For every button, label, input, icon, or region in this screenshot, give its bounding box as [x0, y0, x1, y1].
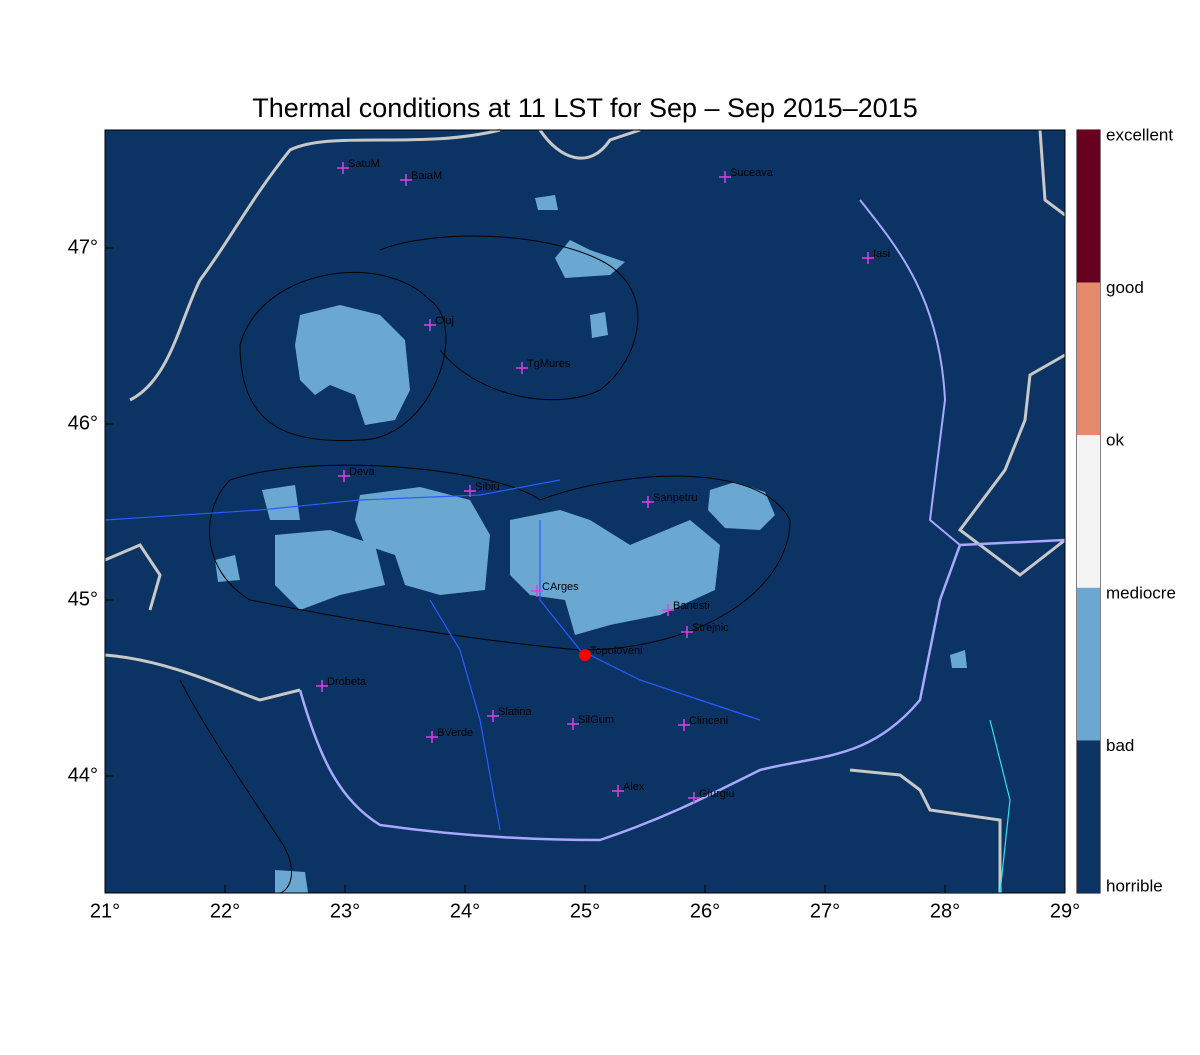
place-marker: [719, 171, 731, 183]
place-marker: [862, 252, 874, 264]
x-tick-label: 28°: [930, 900, 960, 922]
x-tick-label: 25°: [570, 900, 600, 922]
place-dot: [579, 649, 591, 661]
x-tick-label: 29°: [1050, 900, 1080, 922]
place-marker: [567, 718, 579, 730]
place-label: Slatina: [498, 706, 533, 718]
place-marker: [678, 719, 690, 731]
x-tick-label: 21°: [90, 900, 120, 922]
colorbar-segment: [1077, 740, 1100, 893]
map-title: Thermal conditions at 11 LST for Sep – S…: [252, 93, 917, 123]
map-area: [105, 130, 1065, 893]
y-tick-label: 46°: [68, 412, 98, 434]
place-marker: [516, 362, 528, 374]
mild-areas: [215, 195, 967, 893]
colorbar-label: excellent: [1106, 125, 1173, 144]
place-label: Cluj: [435, 315, 454, 327]
place-label: Clinceni: [689, 715, 728, 727]
colorbar-segment: [1077, 130, 1100, 283]
colorbar-label: bad: [1106, 736, 1134, 755]
place-marker: [464, 485, 476, 497]
place-marker: [662, 604, 674, 616]
place-marker: [612, 785, 624, 797]
place-marker: [424, 319, 436, 331]
y-tick-label: 45°: [68, 588, 98, 610]
place-label: TgMures: [527, 358, 571, 370]
y-tick-label: 44°: [68, 764, 98, 786]
x-tick-label: 23°: [330, 900, 360, 922]
place-label: Iasi: [873, 248, 890, 260]
x-tick-label: 26°: [690, 900, 720, 922]
contours: [179, 235, 791, 894]
place-marker: [337, 162, 349, 174]
place-marker: [681, 626, 693, 638]
place-label: Sanpetru: [653, 492, 698, 504]
place-label: Alex: [623, 781, 645, 793]
place-label: BVerde: [437, 727, 473, 739]
colorbar-label: good: [1106, 278, 1144, 297]
x-tick-label: 24°: [450, 900, 480, 922]
place-label: CArges: [542, 581, 579, 593]
place-label: Deva: [349, 466, 376, 478]
place-marker: [426, 731, 438, 743]
place-marker: [642, 496, 654, 508]
place-marker: [400, 174, 412, 186]
place-marker: [487, 710, 499, 722]
colorbar-label: mediocre: [1106, 583, 1176, 602]
map-frame: [104, 129, 1066, 894]
place-label: Giurgiu: [699, 788, 734, 800]
colorbar-label: horrible: [1106, 876, 1163, 895]
place-label: Drobeta: [327, 676, 367, 688]
place-marker: [338, 470, 350, 482]
rivers: [104, 199, 1066, 894]
place-label: SatuM: [348, 158, 380, 170]
place-label: Strejnic: [692, 622, 729, 634]
place-label: SilGum: [578, 714, 614, 726]
place-label: Sibiu: [475, 481, 499, 493]
x-tick-label: 27°: [810, 900, 840, 922]
place-label: Suceava: [730, 167, 774, 179]
y-tick-label: 47°: [68, 236, 98, 258]
place-label: Banesti: [673, 600, 710, 612]
place-label: Topoloveni: [590, 645, 643, 657]
colorbar-segment: [1077, 282, 1100, 436]
x-tick-label: 22°: [210, 900, 240, 922]
place-marker: [531, 585, 543, 597]
colorbar-label: ok: [1106, 431, 1124, 450]
place-marker: [688, 792, 700, 804]
place-label: BaiaM: [411, 170, 442, 182]
colorbar: excellent good ok mediocre bad horrible: [1077, 125, 1176, 895]
borders: [104, 128, 1066, 893]
axes: 21° 22° 23° 24° 25° 26° 27° 28° 29° 44° 45° 46° 47°: [68, 236, 1080, 922]
place-marker: [316, 680, 328, 692]
places: SatuM BaiaM Suceava Iasi Cluj TgMures Deva Sibi…: [316, 158, 890, 804]
colorbar-segment: [1077, 587, 1100, 741]
colorbar-segment: [1077, 435, 1100, 588]
